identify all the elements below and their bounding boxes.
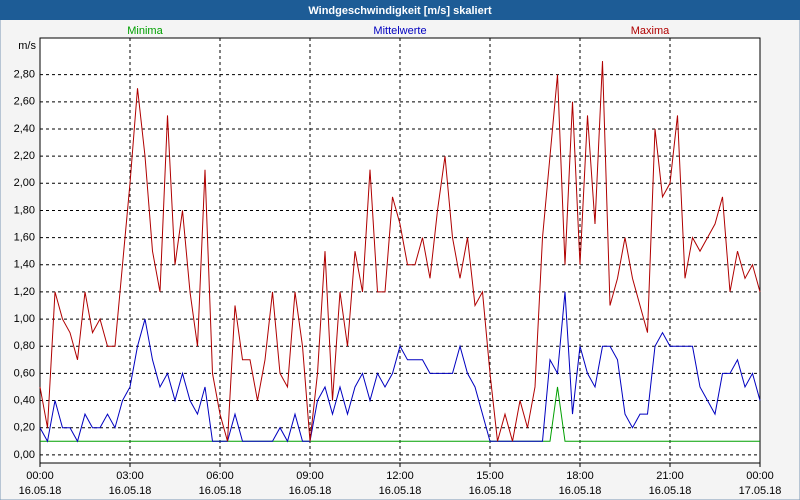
legend-label: Maxima xyxy=(631,25,670,37)
x-tick-label: 15:00 16.05.18 xyxy=(469,470,512,497)
legend-label: Mittelwerte xyxy=(373,25,426,37)
x-tick-label: 12:00 16.05.18 xyxy=(379,470,422,497)
x-tick-label: 00:00 17.05.18 xyxy=(739,470,782,497)
y-tick-label: 1,60 xyxy=(14,232,35,244)
y-tick-label: 1,80 xyxy=(14,204,35,216)
y-tick-label: 1,40 xyxy=(14,259,35,271)
y-tick-label: 2,20 xyxy=(14,150,35,162)
x-tick-label: 09:00 16.05.18 xyxy=(289,470,332,497)
series-line xyxy=(39,291,761,443)
x-tick-label: 03:00 16.05.18 xyxy=(109,470,152,497)
legend-label: Minima xyxy=(127,25,163,37)
x-tick-label: 21:00 16.05.18 xyxy=(649,470,692,497)
series-line xyxy=(39,61,761,442)
y-tick-label: 0,60 xyxy=(14,367,35,379)
series-line xyxy=(40,386,760,442)
x-tick-label: 18:00 16.05.18 xyxy=(559,470,602,497)
y-tick-label: 2,60 xyxy=(14,96,35,108)
y-tick-label: 0,40 xyxy=(14,394,35,406)
y-tick-label: 2,40 xyxy=(14,123,35,135)
y-tick-label: 0,80 xyxy=(14,340,35,352)
chart-title: Windgeschwindigkeit [m/s] skaliert xyxy=(308,5,492,17)
y-tick-label: 2,00 xyxy=(14,177,35,189)
y-tick-label: 1,20 xyxy=(14,286,35,298)
y-tick-label: 0,00 xyxy=(14,449,35,461)
x-tick-label: 00:00 16.05.18 xyxy=(19,470,62,497)
title-bar xyxy=(0,0,800,20)
y-tick-label: 1,00 xyxy=(14,313,35,325)
y-tick-label: 0,20 xyxy=(14,422,35,434)
y-axis-label: m/s xyxy=(18,40,36,52)
x-tick-label: 06:00 16.05.18 xyxy=(199,470,242,497)
y-tick-label: 2,80 xyxy=(14,69,35,81)
